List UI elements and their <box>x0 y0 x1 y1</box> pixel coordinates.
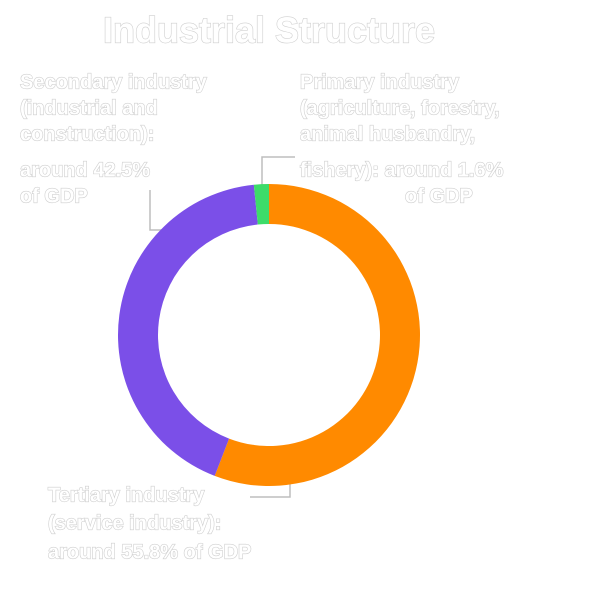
slice-label: animal husbandry, <box>300 123 475 145</box>
slice-label: (industrial and <box>20 97 158 119</box>
slice-label: of GDP <box>20 185 88 207</box>
slice-label: Primary industry <box>300 71 460 93</box>
slice-label: around 42.5% <box>20 159 150 181</box>
donut-segment <box>253 184 269 225</box>
slice-label: of GDP <box>405 185 473 207</box>
donut-segment <box>117 184 258 476</box>
slice-label: (agriculture, forestry, <box>300 97 500 119</box>
slice-label: fishery): around 1.6% <box>300 159 504 181</box>
leader-line <box>261 156 295 195</box>
slice-label: construction): <box>20 123 154 145</box>
slice-label: around 55.8% of GDP <box>48 541 251 563</box>
slice-label: Secondary industry <box>20 71 208 93</box>
donut-segment <box>214 184 420 486</box>
slice-label: Tertiary industry <box>48 484 205 506</box>
slice-label: (service industry): <box>48 512 221 534</box>
chart-title: Industrial Structure <box>103 10 435 51</box>
